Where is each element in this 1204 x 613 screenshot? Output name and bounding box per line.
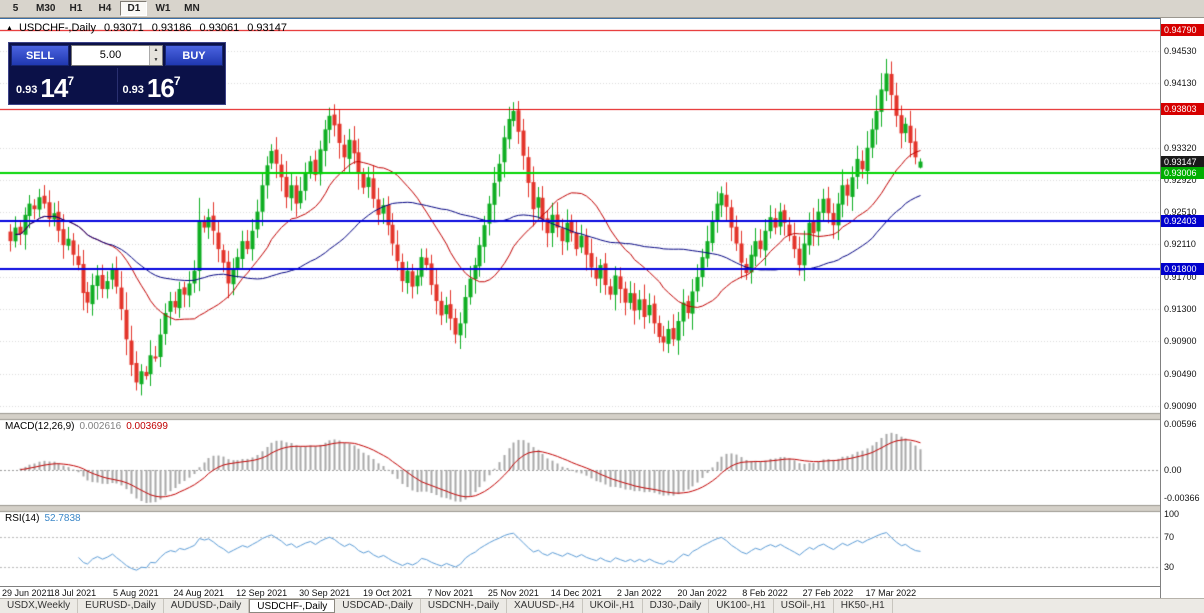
chart-symbol-label: USDCHF-,Daily	[18, 22, 96, 34]
buy-price-point: 7	[173, 74, 181, 88]
time-axis-label: 27 Feb 2022	[802, 588, 854, 598]
rsi-value: 52.7838	[44, 513, 81, 524]
ohlc-high: 0.93186	[151, 22, 192, 34]
sell-price-pips: 14	[40, 73, 68, 103]
price-axis-label: 0.94530	[1164, 46, 1197, 57]
macd-axis-label: 0.00	[1164, 464, 1182, 475]
time-axis-label: 20 Jan 2022	[677, 588, 727, 598]
price-tag: 0.93803	[1161, 103, 1204, 116]
time-axis-label: 12 Sep 2021	[236, 588, 288, 598]
tab-ukoil-h1[interactable]: UKOil-,H1	[583, 599, 643, 613]
price-tag: 0.93147	[1161, 155, 1204, 168]
rsi-axis-label: 70	[1164, 531, 1175, 542]
time-axis-label: 2 Jan 2022	[616, 588, 662, 598]
time-axis-label: 5 Aug 2021	[113, 588, 159, 598]
sell-price-prefix: 0.93	[16, 84, 38, 96]
price-axis-label: 0.92510	[1164, 207, 1197, 218]
tab-usdchf-daily[interactable]: USDCHF-,Daily	[249, 599, 336, 613]
time-axis-label: 30 Sep 2021	[299, 588, 351, 598]
buy-button[interactable]: BUY	[165, 45, 223, 66]
macd-signal-value: 0.003699	[126, 421, 168, 432]
chart-window-border	[0, 18, 1204, 19]
macd-main-value: 0.002616	[79, 421, 122, 432]
ohlc-open: 0.93071	[103, 22, 144, 34]
rsi-pane-header: RSI(14) 52.7838	[5, 513, 81, 524]
tab-xauusd-h4[interactable]: XAUUSD-,H4	[507, 599, 583, 613]
volume-field[interactable]: 5.00 ▲ ▼	[71, 45, 163, 66]
time-axis-label: 24 Aug 2021	[173, 588, 225, 598]
ohlc-low: 0.93061	[199, 22, 240, 34]
one-click-trading-panel: SELL 5.00 ▲ ▼ BUY 0.93 14 7 0.93 16 7	[8, 42, 226, 105]
price-axis-label: 0.92110	[1164, 239, 1196, 250]
tab-usdcad-daily[interactable]: USDCAD-,Daily	[335, 599, 421, 613]
tab-eurusd-daily[interactable]: EURUSD-,Daily	[78, 599, 164, 613]
buy-price-pips: 16	[146, 73, 175, 103]
macd-axis-label: -0.00366	[1164, 493, 1200, 504]
time-axis-label: 8 Feb 2022	[742, 588, 788, 598]
time-axis-label: 7 Nov 2021	[427, 588, 474, 598]
timeframe-h4-button[interactable]: H4	[91, 1, 119, 16]
symbol-tabbar: USDX,Weekly EURUSD-,Daily AUDUSD-,Daily …	[0, 598, 1204, 613]
timeframe-m30-button[interactable]: M30	[31, 1, 61, 16]
price-axis-label: 0.94130	[1164, 78, 1197, 89]
macd-indicator-name: MACD(12,26,9)	[5, 421, 75, 432]
timeframe-w1-button[interactable]: W1	[149, 1, 177, 16]
price-tag: 0.93006	[1161, 166, 1204, 179]
buy-price-display[interactable]: 0.93 16 7	[118, 68, 224, 102]
price-tag: 0.91800	[1161, 263, 1204, 276]
price-axis-label: 0.92920	[1164, 174, 1197, 185]
time-axis-label: 14 Dec 2021	[550, 588, 602, 598]
time-axis-label: 29 Jun 2021	[2, 588, 52, 598]
macd-pane-header: MACD(12,26,9) 0.002616 0.003699	[5, 421, 168, 432]
tab-usoil-h1[interactable]: USOil-,H1	[774, 599, 834, 613]
volume-spinner: ▲ ▼	[149, 46, 162, 65]
chart-title: ▲ USDCHF-,Daily 0.93071 0.93186 0.93061 …	[6, 22, 287, 34]
macd-axis-label: 0.00596	[1164, 418, 1197, 429]
timeframe-m5-button[interactable]: 5	[2, 1, 29, 16]
tab-usdcnh-daily[interactable]: USDCNH-,Daily	[421, 599, 507, 613]
price-axis-label: 0.93320	[1164, 142, 1197, 153]
price-axis-label: 0.91300	[1164, 304, 1197, 314]
price-chart-canvas[interactable]	[0, 18, 1160, 586]
rsi-axis-label: 30	[1164, 561, 1175, 572]
price-tag: 0.92403	[1161, 214, 1204, 227]
price-axis-label: 0.90490	[1164, 368, 1197, 379]
time-axis-label: 25 Nov 2021	[487, 588, 539, 598]
price-axis-label: 0.91700	[1164, 272, 1197, 283]
ohlc-close: 0.93147	[247, 22, 287, 34]
tab-dj30-daily[interactable]: DJ30-,Daily	[643, 599, 710, 613]
price-tag: 0.94790	[1161, 24, 1204, 37]
sell-price-point: 7	[67, 74, 75, 88]
volume-value[interactable]: 5.00	[99, 49, 122, 61]
tab-usdx-weekly[interactable]: USDX,Weekly	[0, 599, 79, 613]
rsi-indicator-name: RSI(14)	[5, 513, 40, 524]
time-axis-label: 18 Jul 2021	[49, 588, 97, 598]
tab-uk100-h1[interactable]: UK100-,H1	[709, 599, 774, 613]
timeframe-h1-button[interactable]: H1	[62, 1, 90, 16]
sell-button[interactable]: SELL	[11, 45, 69, 66]
tab-hk50-h1[interactable]: HK50-,H1	[834, 599, 893, 613]
price-axis-label: 0.90090	[1164, 400, 1197, 411]
rsi-axis-label: 100	[1164, 509, 1180, 519]
volume-down-button[interactable]: ▼	[150, 55, 162, 65]
time-axis-label: 19 Oct 2021	[362, 588, 413, 598]
sell-price-display[interactable]: 0.93 14 7	[11, 68, 118, 102]
timeframe-mn-button[interactable]: MN	[178, 1, 206, 16]
timeframe-toolbar: 5 M30 H1 H4 D1 W1 MN	[0, 0, 1204, 18]
buy-price-prefix: 0.93	[122, 84, 144, 96]
tab-audusd-daily[interactable]: AUDUSD-,Daily	[164, 599, 250, 613]
chart-marker-icon: ▲	[6, 24, 13, 32]
time-axis[interactable]: 29 Jun 2021 18 Jul 2021 5 Aug 2021 24 Aug 2…	[0, 586, 1160, 598]
price-axis[interactable]: 0.94530 0.94130 0.93320 0.92920 0.92510 0.921…	[1160, 18, 1204, 598]
time-axis-label: 17 Mar 2022	[865, 588, 917, 598]
price-axis-label: 0.90900	[1164, 335, 1197, 346]
volume-up-button[interactable]: ▲	[150, 46, 162, 56]
timeframe-d1-button[interactable]: D1	[120, 1, 148, 16]
